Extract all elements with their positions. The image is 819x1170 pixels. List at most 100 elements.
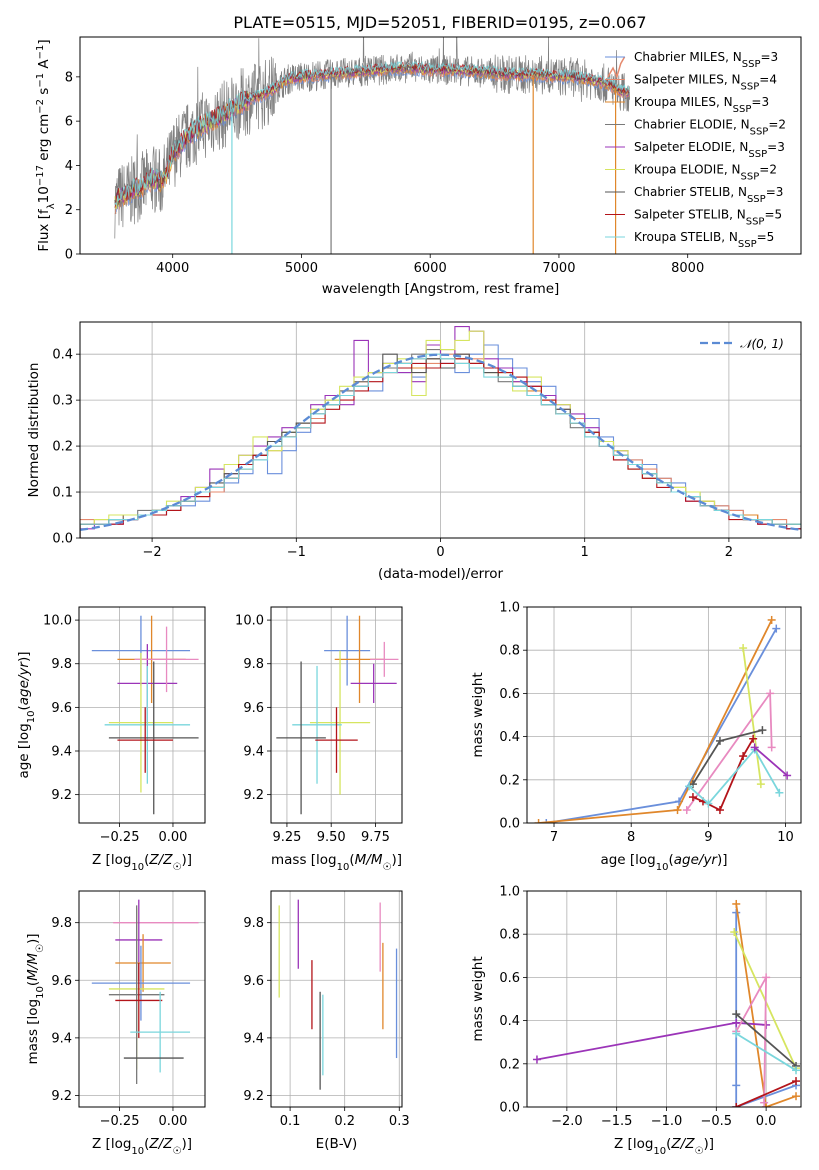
label-part: ☉	[172, 862, 181, 873]
weight-series-line	[735, 912, 797, 1107]
x-axis-label: Z [log10(Z/Z☉)]	[614, 1136, 714, 1157]
y-tick-label: 9.4	[51, 745, 72, 760]
x-tick-label: 0.00	[158, 830, 187, 845]
label-part: SSP	[747, 194, 766, 205]
x-tick-label: 2	[725, 545, 733, 560]
label-part: 10	[656, 862, 669, 873]
y-tick-label: 0.4	[499, 1014, 520, 1029]
label-part: Chabrier ELODIE, N	[634, 118, 750, 132]
x-axis-label: Z [log10(Z/Z☉)]	[92, 852, 192, 873]
label-part: SSP	[748, 149, 767, 160]
label-part: λ	[46, 203, 57, 209]
label-part: SSP	[741, 81, 760, 92]
weight-series-line	[546, 628, 778, 823]
legend-entry: Salpeter MILES, NSSP=4	[634, 73, 777, 93]
y-tick-label: 0.0	[499, 1101, 520, 1116]
z-vs-weight-chart: −2.0 −1.5 −1.0 −0.5 0.0 0.0 0.2 0.4 0.6 0.8 1.0 Z […	[470, 885, 802, 1157]
x-tick-label: 0.1	[280, 1114, 301, 1129]
x-tick-label: 7000	[542, 261, 575, 276]
label-part: (	[668, 852, 673, 868]
legend-entry: Chabrier MILES, NSSP=3	[634, 50, 778, 70]
label-part: =3	[766, 185, 784, 199]
residuals-chart: −2 −1 0 1 2 0.0 0.1 0.2 0.3 0.4 𝒩(0, 1) (data-model…	[26, 321, 802, 582]
label-part: Chabrier STELIB, N	[634, 185, 747, 199]
label-part: )]	[16, 651, 32, 662]
label-part: Z [log	[92, 852, 131, 868]
label-part: =4	[759, 73, 777, 87]
label-part: )]	[181, 1136, 192, 1152]
y-tick-label: 0.0	[52, 532, 73, 547]
y-tick-label: 9.2	[51, 788, 72, 803]
x-axis-label: age [log10(age/yr)]	[600, 852, 727, 873]
y-tick-label: 0.2	[52, 440, 73, 455]
y-axis-label: mass weight	[470, 672, 486, 757]
label-part: =5	[757, 230, 775, 244]
y-tick-label: 9.8	[243, 916, 264, 931]
charts-group: 4000 5000 6000 7000 8000 0 2 4 6 8 Chabrier MILES,…	[16, 36, 802, 1157]
y-tick-label: 9.2	[243, 1089, 264, 1104]
legend-entry: Salpeter STELIB, NSSP=5	[634, 208, 782, 228]
spectrum-legend: Chabrier MILES, NSSP=3 Salpeter MILES, NS…	[605, 50, 786, 250]
x-tick-label: 4000	[156, 261, 189, 276]
x-axis-label: Z [log10(Z/Z☉)]	[92, 1136, 192, 1157]
x-axis-label: wavelength [Angstrom, rest frame]	[322, 281, 560, 297]
y-axis-label: mass weight	[470, 956, 486, 1041]
x-tick-label: 6000	[414, 261, 447, 276]
label-part: age [log	[16, 723, 32, 778]
legend-entry: Chabrier STELIB, NSSP=3	[634, 185, 783, 205]
y-tick-label: 9.8	[243, 657, 264, 672]
label-part: Salpeter ELODIE, N	[634, 140, 748, 154]
x-tick-label: 9	[704, 830, 712, 845]
y-tick-label: 9.4	[243, 1031, 264, 1046]
label-part: A	[36, 59, 52, 73]
x-tick-label: 9.50	[317, 830, 346, 845]
y-tick-label: 9.8	[51, 916, 72, 931]
weight-series-line	[536, 1021, 767, 1061]
age-vs-weight-plot-area	[534, 615, 792, 823]
y-tick-label: 9.4	[51, 1031, 72, 1046]
x-tick-label: 8000	[671, 261, 704, 276]
label-part: ]	[36, 39, 52, 44]
label-part: Z [log	[614, 1136, 653, 1152]
ebv-vs-mass-chart: 0.1 0.2 0.3 9.2 9.4 9.6 9.8 E(B-V)	[243, 890, 410, 1152]
x-tick-label: −0.25	[100, 830, 140, 845]
residuals-plot-area	[80, 326, 801, 538]
y-tick-label: 4	[65, 159, 73, 174]
axes-frame	[79, 36, 802, 255]
x-tick-label: 0	[436, 545, 444, 560]
y-tick-label: 0.0	[499, 817, 520, 832]
label-part: Salpeter STELIB, N	[634, 208, 746, 222]
y-tick-label: 9.6	[243, 974, 264, 989]
label-part: SSP	[742, 59, 761, 70]
label-part: ☉	[382, 862, 391, 873]
label-part: 10	[26, 711, 37, 724]
weight-series-line	[735, 903, 797, 1107]
label-part: (	[349, 852, 354, 868]
axes-frame	[270, 606, 403, 824]
label-part: 10	[131, 1146, 144, 1157]
axes-frame	[78, 890, 206, 1108]
legend-entry: 𝒩(0, 1)	[740, 337, 784, 351]
y-tick-label: 10.0	[235, 614, 264, 629]
y-tick-label: 0	[65, 248, 73, 263]
y-tick-label: 0.6	[499, 971, 520, 986]
label-part: 10	[337, 862, 350, 873]
label-part: ☉	[35, 944, 46, 953]
z-vs-age-plot-area	[91, 615, 199, 815]
label-part: Flux [f	[36, 208, 52, 252]
axes-frame	[79, 321, 802, 539]
mass-vs-age-plot-area	[276, 615, 399, 815]
weight-series-line	[735, 976, 767, 1103]
label-part: (	[144, 1136, 149, 1152]
normal-curve	[80, 353, 801, 532]
x-tick-label: −1.5	[601, 1114, 633, 1129]
z-vs-weight-plot-area	[532, 899, 801, 1107]
label-part: −2	[35, 99, 46, 114]
x-tick-label: 10	[777, 830, 794, 845]
label-part: M/M	[25, 953, 41, 981]
label-part: )]	[391, 852, 402, 868]
label-part: (	[25, 981, 41, 986]
y-tick-label: 1.0	[499, 885, 520, 900]
y-tick-label: 0.8	[499, 928, 520, 943]
label-part: Z/Z	[670, 1136, 695, 1152]
